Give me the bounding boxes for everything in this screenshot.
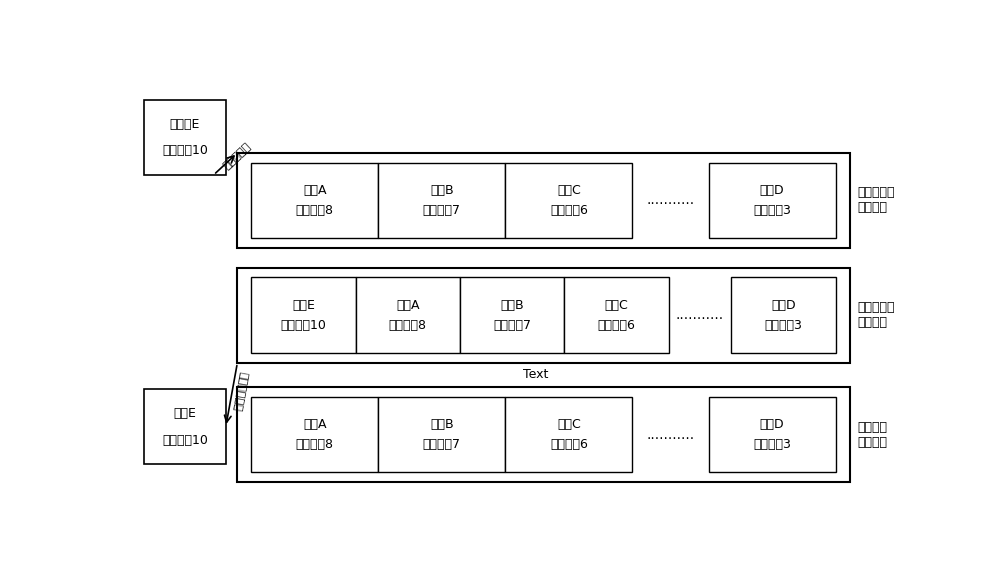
Text: 优先级：8: 优先级：8 — [389, 319, 427, 332]
Text: 任务E: 任务E — [174, 407, 196, 420]
Text: Text: Text — [523, 369, 548, 382]
Bar — [709, 397, 836, 472]
Text: 优先级：10: 优先级：10 — [162, 144, 208, 157]
Text: 任务C: 任务C — [557, 418, 581, 432]
Text: 任务D: 任务D — [760, 418, 784, 432]
Text: 取出执行任务: 取出执行任务 — [232, 371, 249, 412]
Text: 任务D: 任务D — [771, 299, 796, 312]
Text: 新任务进入
前的队列: 新任务进入 前的队列 — [857, 187, 895, 214]
Bar — [237, 153, 850, 248]
Text: 优先级：6: 优先级：6 — [550, 204, 588, 216]
Text: 任务B: 任务B — [430, 184, 454, 197]
Bar — [378, 162, 505, 238]
Bar — [564, 277, 669, 353]
Text: ...........: ........... — [676, 308, 724, 322]
Text: 优先级：7: 优先级：7 — [423, 204, 461, 216]
Text: 优先级：7: 优先级：7 — [493, 319, 531, 332]
Text: 优先级：6: 优先级：6 — [550, 438, 588, 451]
Bar — [251, 162, 378, 238]
Text: 优先级：8: 优先级：8 — [296, 438, 334, 451]
Text: 优先级：8: 优先级：8 — [296, 204, 334, 216]
Bar — [251, 397, 378, 472]
Text: 优先级：6: 优先级：6 — [598, 319, 635, 332]
Text: 任务A: 任务A — [303, 184, 327, 197]
Bar — [460, 277, 564, 353]
Text: ...........: ........... — [646, 193, 695, 207]
Text: 优先级：10: 优先级：10 — [281, 319, 326, 332]
Text: ...........: ........... — [646, 428, 695, 441]
Bar — [505, 162, 632, 238]
Bar — [378, 397, 505, 472]
Bar — [237, 267, 850, 363]
Bar — [251, 277, 356, 353]
Bar — [144, 100, 226, 175]
Bar — [356, 277, 460, 353]
Bar — [144, 389, 226, 464]
Text: 新任务进入
后的队列: 新任务进入 后的队列 — [857, 301, 895, 329]
Text: 任务A: 任务A — [303, 418, 327, 432]
Text: 优先级：7: 优先级：7 — [423, 438, 461, 451]
Text: 任务E: 任务E — [292, 299, 315, 312]
Bar — [709, 162, 836, 238]
Text: 优先级：10: 优先级：10 — [162, 433, 208, 447]
Bar — [731, 277, 836, 353]
Bar — [505, 397, 632, 472]
Text: 任务B: 任务B — [500, 299, 524, 312]
Text: 新任务E: 新任务E — [170, 118, 200, 131]
Text: 取出任务
后的队列: 取出任务 后的队列 — [857, 421, 887, 449]
Text: 优先级：3: 优先级：3 — [765, 319, 802, 332]
Text: 任务B: 任务B — [430, 418, 454, 432]
Text: 任务D: 任务D — [760, 184, 784, 197]
Text: 任务C: 任务C — [557, 184, 581, 197]
Bar — [237, 387, 850, 482]
Text: 任务C: 任务C — [605, 299, 628, 312]
Text: 优先级：3: 优先级：3 — [753, 438, 791, 451]
Text: 任务A: 任务A — [396, 299, 420, 312]
Text: 放入新任务: 放入新任务 — [222, 141, 253, 171]
Text: 优先级：3: 优先级：3 — [753, 204, 791, 216]
